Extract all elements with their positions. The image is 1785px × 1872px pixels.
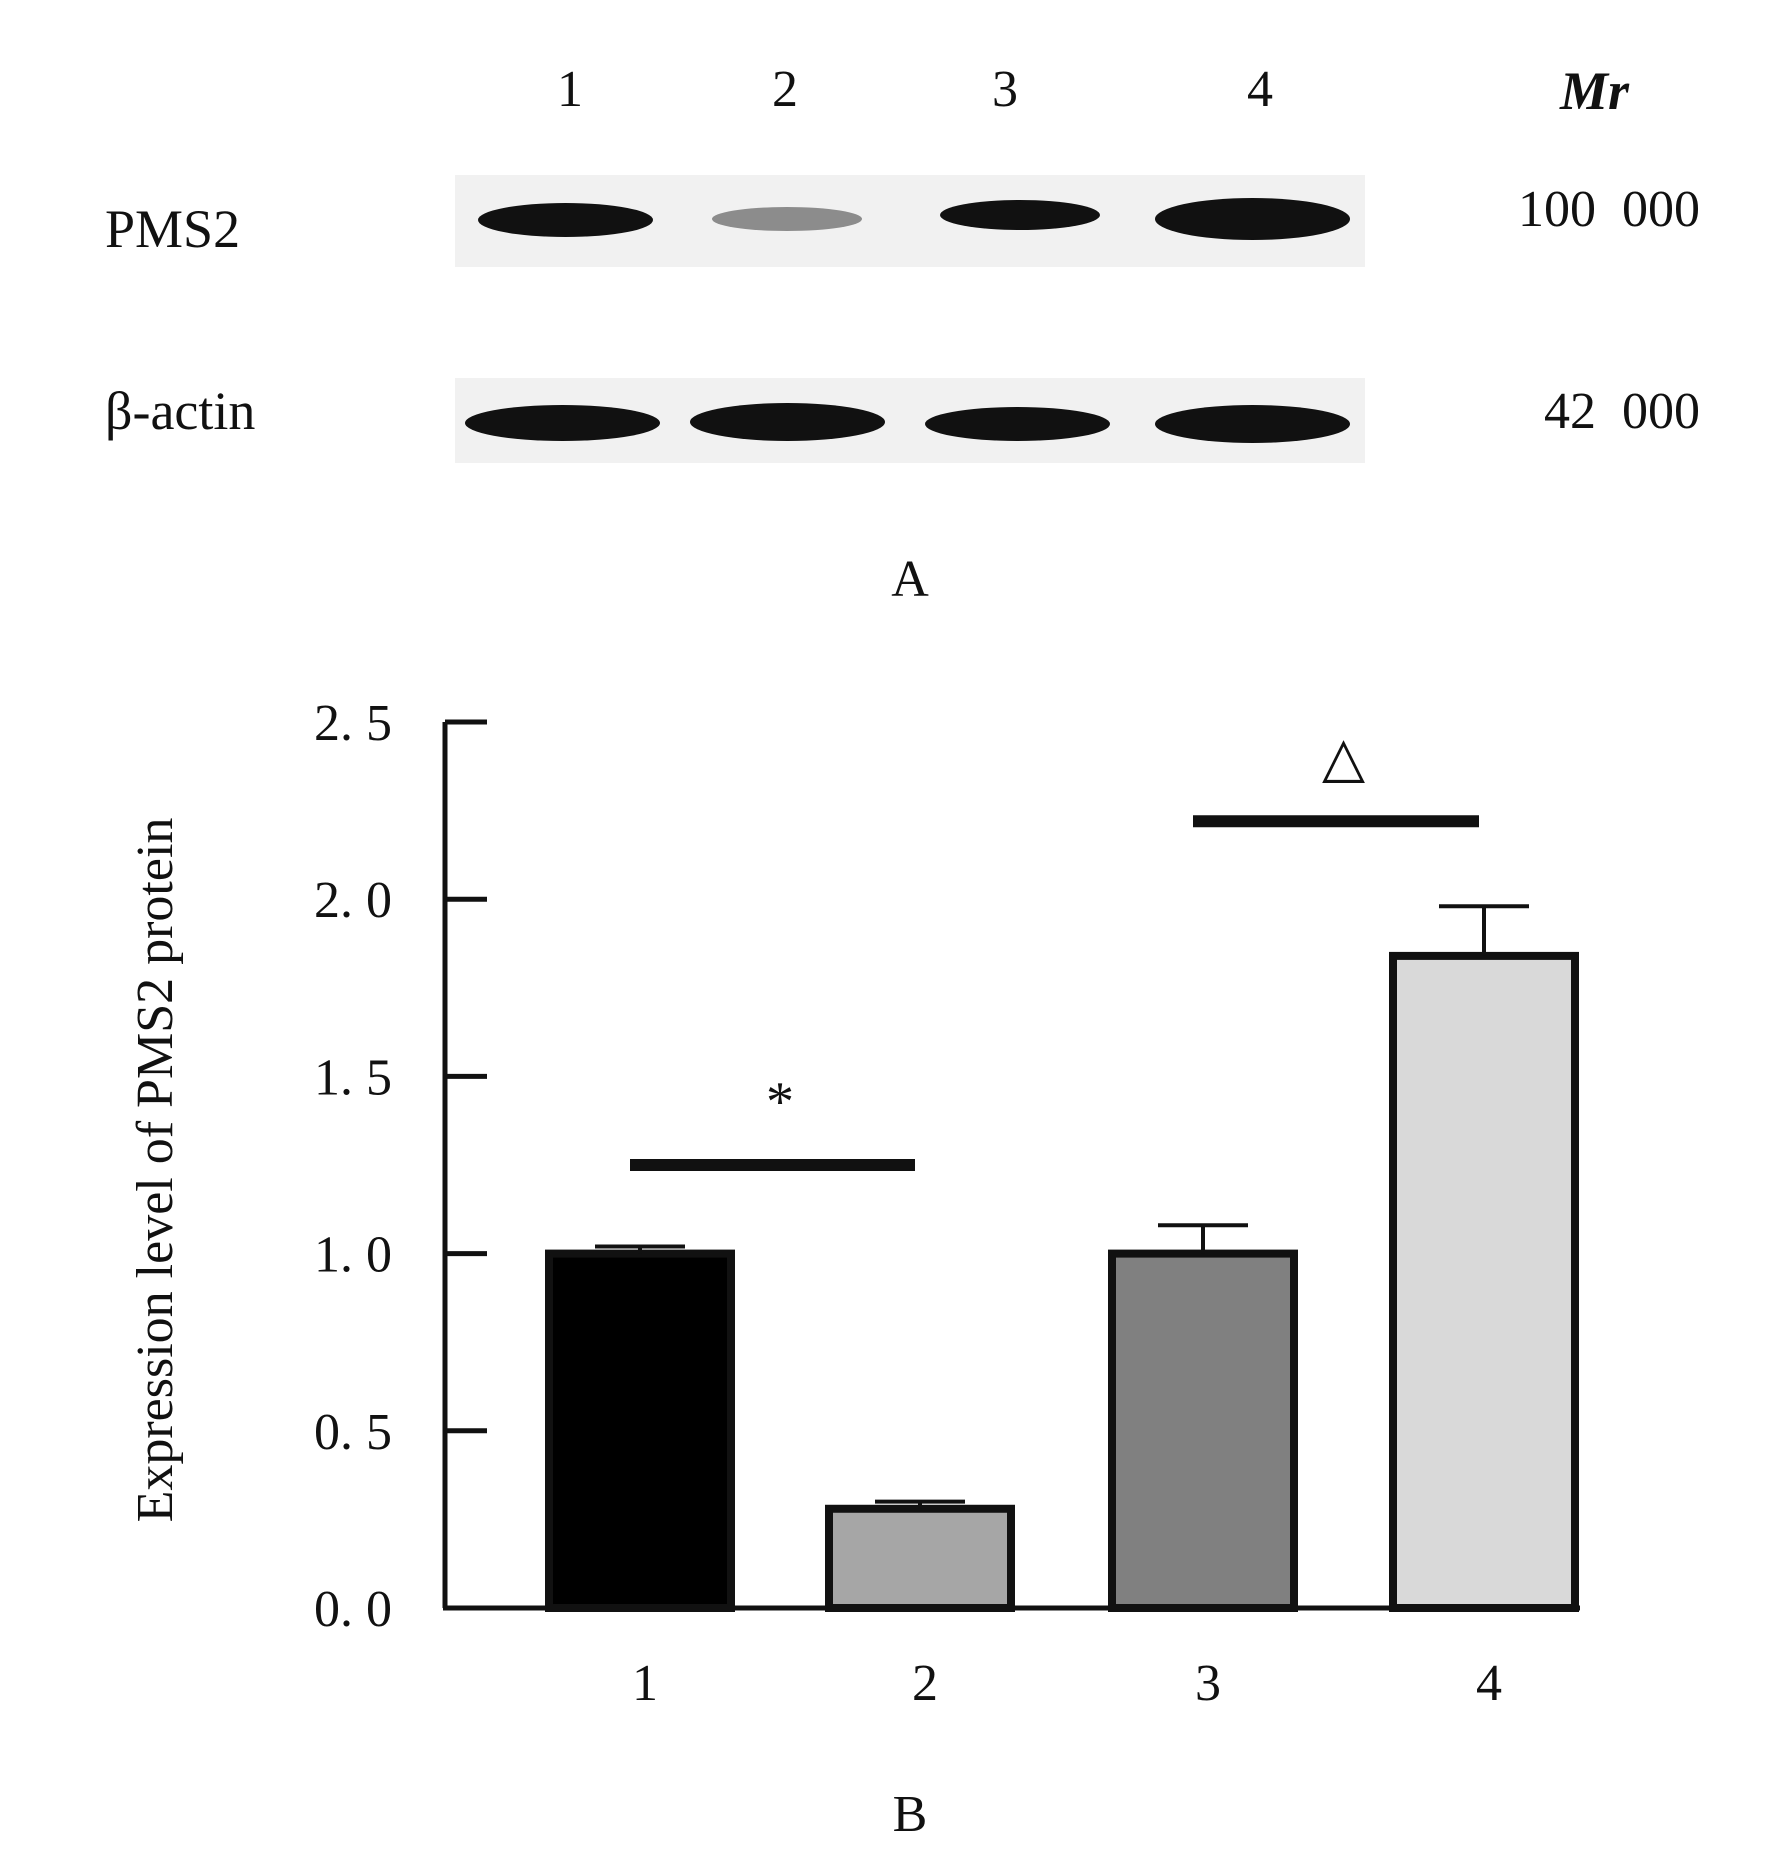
pms2-band-lane-2 bbox=[712, 207, 862, 231]
panel-a-letter: A bbox=[891, 551, 929, 608]
y-tick-label-3: 1. 5 bbox=[314, 1049, 392, 1106]
y-tick-label-2: 1. 0 bbox=[314, 1227, 392, 1284]
significance-symbol-1: * bbox=[766, 1071, 794, 1133]
x-tick-label-3: 3 bbox=[1195, 1655, 1221, 1712]
y-tick-label-4: 2. 0 bbox=[314, 872, 392, 929]
x-tick-label-2: 2 bbox=[912, 1655, 938, 1712]
pms2-band-lane-4 bbox=[1155, 198, 1350, 240]
bar-2 bbox=[825, 1504, 1015, 1612]
y-tick-label-5: 2. 5 bbox=[314, 695, 392, 752]
lane-label-4: 4 bbox=[1247, 61, 1273, 118]
pms2-band-lane-3 bbox=[940, 200, 1100, 230]
actin-row-label: β-actin bbox=[105, 381, 256, 441]
mr-label: Mr bbox=[1560, 61, 1630, 121]
pms2-band-lane-1 bbox=[478, 203, 653, 237]
y-axis-label: Expression level of PMS2 protein bbox=[127, 818, 184, 1523]
lane-label-2: 2 bbox=[772, 61, 798, 118]
lane-label-3: 3 bbox=[992, 61, 1018, 118]
lane-label-1: 1 bbox=[557, 61, 583, 118]
pms2-mw-label: 100 000 bbox=[1518, 181, 1700, 238]
actin-band-lane-2 bbox=[690, 403, 885, 441]
actin-mw-label: 42 000 bbox=[1544, 383, 1700, 440]
actin-band-lane-1 bbox=[465, 405, 660, 441]
y-tick-label-1: 0. 5 bbox=[314, 1404, 392, 1461]
bar-1 bbox=[545, 1249, 735, 1612]
y-tick-label-0: 0. 0 bbox=[314, 1581, 392, 1638]
x-tick-label-1: 1 bbox=[632, 1655, 658, 1712]
x-tick-label-4: 4 bbox=[1476, 1655, 1502, 1712]
actin-band-lane-3 bbox=[925, 407, 1110, 441]
panel-b-letter: B bbox=[892, 1786, 928, 1843]
pms2-row-label: PMS2 bbox=[105, 199, 241, 259]
actin-band-lane-4 bbox=[1155, 405, 1350, 443]
significance-symbol-2: △ bbox=[1322, 727, 1365, 789]
bar-3 bbox=[1108, 1249, 1298, 1612]
bar-4 bbox=[1389, 951, 1579, 1612]
